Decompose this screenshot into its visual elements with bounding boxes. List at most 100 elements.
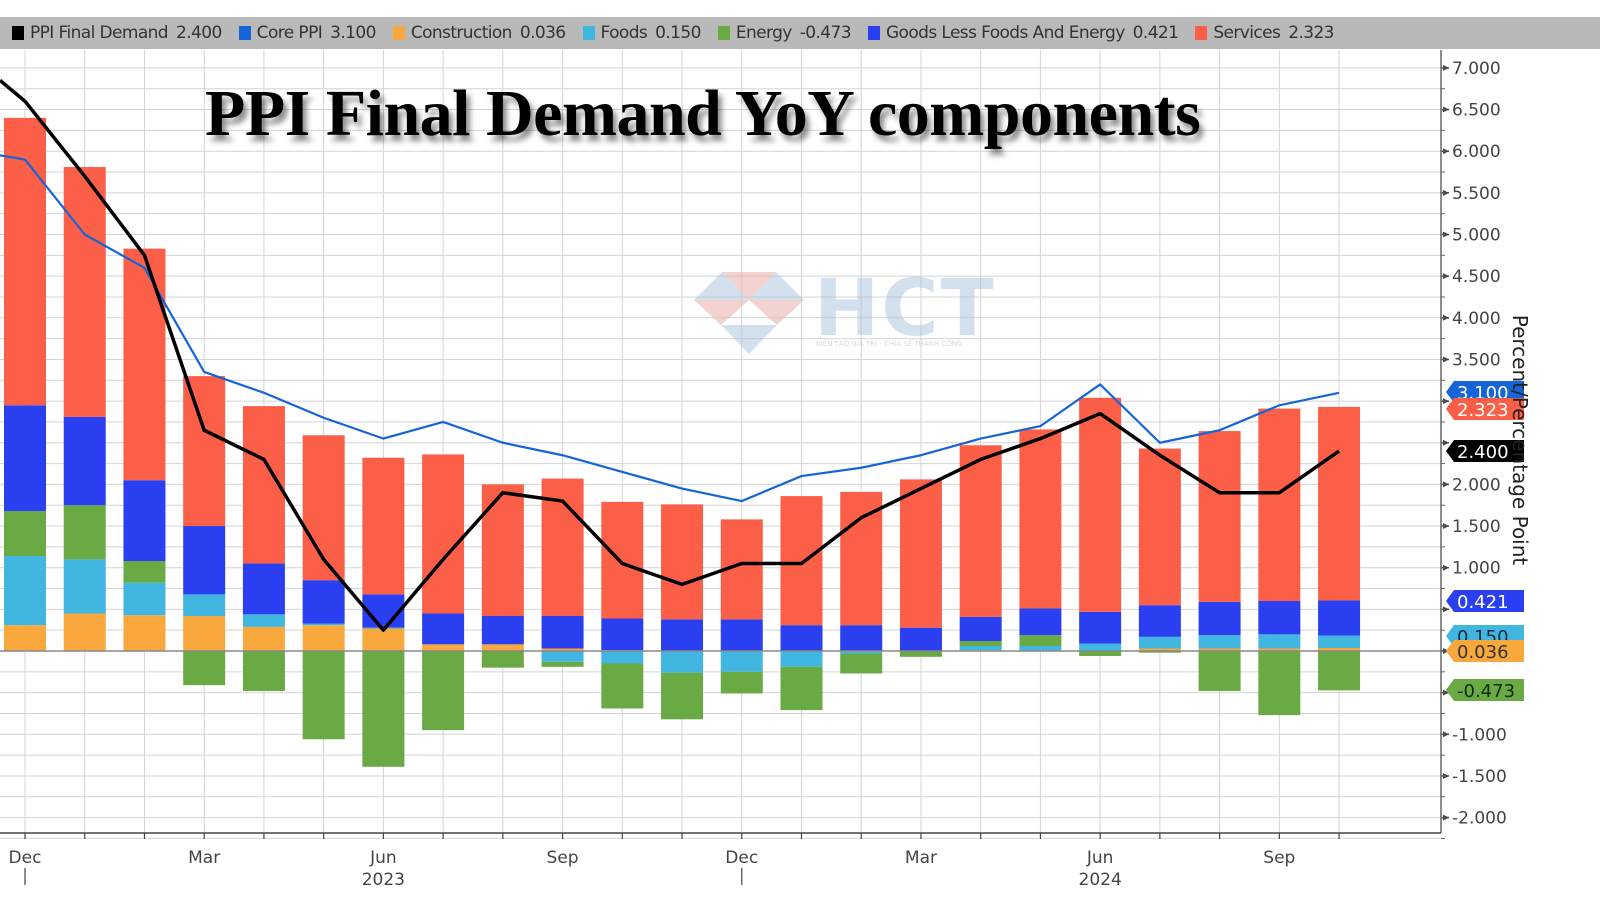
tick-arrow-icon <box>1443 481 1449 488</box>
legend-swatch-icon <box>12 26 24 40</box>
bar-segment <box>4 511 46 557</box>
bar-segment <box>123 615 166 651</box>
bar-stack <box>899 479 942 657</box>
legend-item: PPI Final Demand 2.400 <box>12 23 222 43</box>
bar-stack <box>362 457 405 767</box>
bar-segment <box>1198 635 1241 649</box>
bar-stack <box>1318 406 1361 691</box>
bar-segment <box>123 480 166 562</box>
bar-segment <box>4 405 46 512</box>
legend-swatch-icon <box>238 26 251 40</box>
y-tick-label: 7.000 <box>1452 59 1501 79</box>
end-value-text: 2.400 <box>1457 442 1509 463</box>
legend-item: Energy -0.473 <box>717 23 852 43</box>
bar-stack <box>1198 431 1241 691</box>
legend-item: Goods Less Foods And Energy 0.421 <box>867 23 1179 43</box>
bar-segment <box>183 376 226 527</box>
bar-segment <box>302 625 345 651</box>
bar-segment <box>362 457 405 595</box>
bar-segment <box>601 618 644 651</box>
legend-value: -0.473 <box>799 23 852 43</box>
x-tick-label: Jun <box>1086 848 1114 868</box>
bar-segment <box>362 651 405 767</box>
bar-segment <box>601 663 644 709</box>
line-series <box>24 158 1340 503</box>
bar-stack <box>242 406 285 691</box>
tick-arrow-icon <box>1443 689 1449 696</box>
x-year-label: 2024 <box>1079 870 1122 890</box>
bar-segment <box>123 582 166 616</box>
bar-segment <box>1258 408 1301 602</box>
bar-segment <box>899 479 942 628</box>
bar-segment <box>1258 601 1301 635</box>
tick-arrow-icon <box>1443 273 1449 280</box>
bar-segment <box>123 561 166 583</box>
bar-segment <box>1138 636 1181 649</box>
bar-segment <box>720 651 763 672</box>
end-value-label: 2.400 <box>1446 440 1524 463</box>
bar-segment <box>1318 648 1361 651</box>
bar-segment <box>1019 635 1062 647</box>
y-tick-label: 5.500 <box>1452 184 1501 204</box>
y-tick-label: -1.000 <box>1452 725 1507 745</box>
bar-segment <box>4 117 46 406</box>
tick-arrow-icon <box>1443 523 1449 530</box>
y-tick-label: 3.500 <box>1452 350 1501 370</box>
legend-label: Services <box>1213 23 1281 43</box>
bar-segment <box>63 559 106 614</box>
bar-segment <box>1318 600 1361 636</box>
end-value-label: -0.473 <box>1446 679 1524 702</box>
bar-segment <box>899 651 942 657</box>
tick-arrow-icon <box>1443 772 1449 779</box>
legend-swatch-icon <box>392 26 405 40</box>
bar-segment <box>183 651 226 686</box>
bar-segment <box>959 641 1002 647</box>
bar-segment <box>1318 406 1361 601</box>
end-value-text: -0.473 <box>1457 681 1515 702</box>
legend-value: 2.400 <box>176 23 222 43</box>
legend-label: Foods <box>600 23 648 43</box>
tick-arrow-icon <box>1443 564 1449 571</box>
legend-item: Construction 0.036 <box>392 23 566 43</box>
legend-value: 0.036 <box>519 23 566 43</box>
x-tick-label: Mar <box>188 848 220 868</box>
bar-segment <box>1318 635 1361 649</box>
bar-segment <box>1198 601 1241 636</box>
legend-swatch-icon <box>582 26 595 40</box>
bar-segment <box>481 644 524 651</box>
y-tick-label: 5.000 <box>1452 226 1501 246</box>
bar-segment <box>422 613 465 645</box>
tick-arrow-icon <box>1443 398 1449 405</box>
bar-stack <box>1258 408 1301 716</box>
legend-label: PPI Final Demand <box>30 23 169 43</box>
bar-stack <box>959 445 1002 651</box>
bar-segment <box>959 646 1002 651</box>
x-tick-label: Mar <box>905 848 937 868</box>
bar-segment <box>63 613 106 651</box>
bar-segment <box>302 623 345 626</box>
y-tick-label: 4.500 <box>1452 267 1501 287</box>
bar-segment <box>541 616 584 649</box>
bar-segment <box>541 651 584 662</box>
bar-segment <box>840 653 883 674</box>
end-value-text: 2.323 <box>1457 400 1509 421</box>
bar-segment <box>63 167 106 417</box>
bar-stack <box>1138 448 1181 653</box>
line-series <box>23 100 1341 632</box>
tick-arrow-icon <box>1443 148 1449 155</box>
bar-segment <box>1258 651 1301 716</box>
y-tick-label: 1.000 <box>1452 559 1501 579</box>
bar-stack <box>780 496 823 711</box>
legend-swatch-icon <box>1195 26 1208 40</box>
bar-stack <box>481 484 524 668</box>
bar-segment <box>1079 397 1122 612</box>
bar-segment <box>1019 646 1062 651</box>
bar-segment <box>840 491 883 626</box>
legend-label: Energy <box>735 23 793 43</box>
bar-segment <box>1258 634 1301 649</box>
bar-stack <box>661 504 704 720</box>
bar-segment <box>362 628 405 651</box>
tick-arrow-icon <box>1443 814 1449 821</box>
end-value-text: 0.036 <box>1457 642 1509 663</box>
